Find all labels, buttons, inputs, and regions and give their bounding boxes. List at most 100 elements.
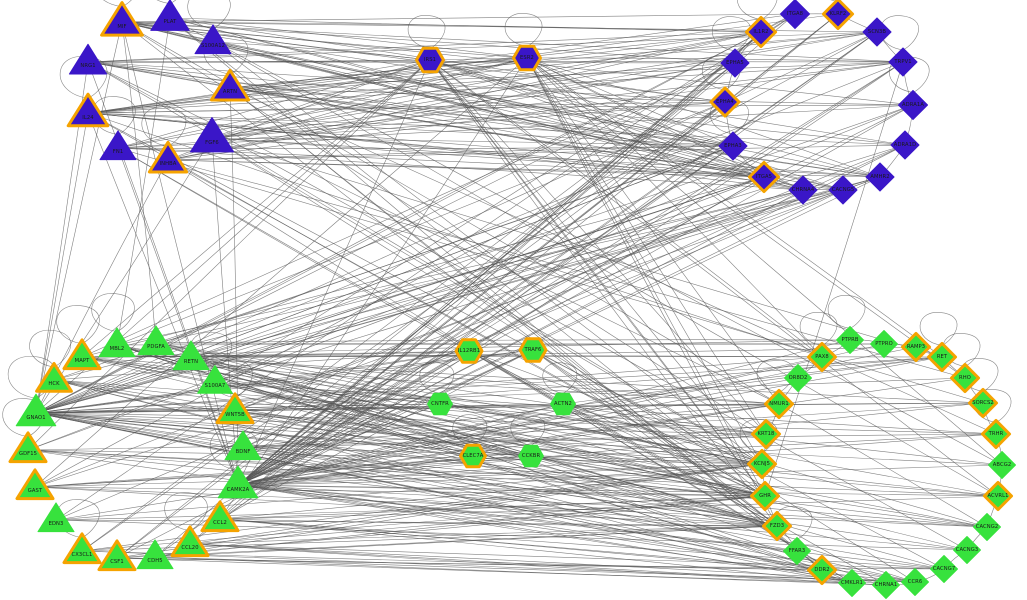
graph-node[interactable] [170, 525, 210, 558]
node-glyph-triangle[interactable] [37, 502, 75, 533]
graph-node[interactable] [746, 448, 778, 480]
graph-node[interactable] [172, 340, 210, 371]
node-glyph-diamond[interactable] [718, 131, 748, 161]
graph-node[interactable] [952, 535, 982, 565]
graph-node[interactable] [427, 392, 453, 416]
graph-node[interactable] [744, 15, 778, 49]
node-glyph-hexagon[interactable] [414, 46, 446, 74]
graph-node[interactable] [747, 160, 781, 194]
node-glyph-triangle[interactable] [100, 1, 144, 37]
node-glyph-diamond[interactable] [747, 160, 781, 194]
graph-node[interactable] [835, 325, 865, 355]
node-glyph-triangle[interactable] [150, 0, 190, 31]
graph-node[interactable] [862, 17, 892, 47]
node-glyph-diamond[interactable] [835, 325, 865, 355]
node-glyph-triangle[interactable] [66, 92, 110, 128]
graph-node[interactable] [550, 392, 576, 416]
node-glyph-triangle[interactable] [136, 539, 174, 570]
graph-node[interactable] [454, 338, 484, 364]
graph-node[interactable] [900, 331, 932, 363]
node-glyph-diamond[interactable] [763, 388, 795, 420]
graph-node[interactable] [35, 361, 73, 393]
graph-node[interactable] [189, 116, 235, 153]
node-glyph-triangle[interactable] [15, 468, 55, 501]
node-glyph-diamond[interactable] [890, 130, 920, 160]
graph-node[interactable] [967, 387, 999, 419]
graph-node[interactable] [518, 337, 548, 363]
graph-node[interactable] [62, 532, 102, 565]
node-glyph-triangle[interactable] [189, 116, 235, 153]
node-glyph-diamond[interactable] [972, 512, 1002, 542]
node-glyph-diamond[interactable] [900, 567, 930, 597]
node-glyph-triangle[interactable] [215, 392, 255, 425]
node-glyph-hexagon[interactable] [518, 444, 544, 468]
graph-node[interactable] [8, 431, 48, 464]
node-glyph-triangle[interactable] [8, 431, 48, 464]
node-glyph-triangle[interactable] [194, 24, 232, 55]
graph-node[interactable] [209, 68, 251, 102]
node-glyph-hexagon[interactable] [511, 44, 543, 72]
graph-node[interactable] [788, 175, 818, 205]
graph-node[interactable] [414, 46, 446, 74]
graph-node[interactable] [782, 536, 812, 566]
node-glyph-hexagon[interactable] [550, 392, 576, 416]
node-glyph-diamond[interactable] [865, 162, 895, 192]
graph-node[interactable] [987, 450, 1017, 480]
node-glyph-diamond[interactable] [929, 554, 959, 584]
node-glyph-diamond[interactable] [837, 568, 867, 598]
graph-node[interactable] [806, 554, 838, 586]
node-glyph-triangle[interactable] [62, 338, 102, 371]
graph-node[interactable] [980, 418, 1012, 450]
graph-node[interactable] [806, 341, 838, 373]
graph-node[interactable] [865, 162, 895, 192]
node-glyph-diamond[interactable] [900, 331, 932, 363]
node-glyph-hexagon[interactable] [454, 338, 484, 364]
graph-node[interactable] [718, 131, 748, 161]
node-glyph-triangle[interactable] [35, 361, 73, 393]
node-glyph-triangle[interactable] [217, 465, 259, 499]
graph-node[interactable] [217, 465, 259, 499]
node-glyph-triangle[interactable] [200, 500, 240, 533]
graph-node[interactable] [37, 502, 75, 533]
graph-node[interactable] [761, 510, 793, 542]
graph-node[interactable] [215, 392, 255, 425]
graph-node[interactable] [900, 567, 930, 597]
graph-node[interactable] [720, 48, 750, 78]
graph-node[interactable] [763, 388, 795, 420]
graph-node[interactable] [750, 418, 782, 450]
node-glyph-hexagon[interactable] [427, 392, 453, 416]
graph-node[interactable] [150, 0, 190, 31]
graph-node[interactable] [147, 140, 189, 174]
node-glyph-diamond[interactable] [828, 175, 858, 205]
node-glyph-diamond[interactable] [782, 536, 812, 566]
node-glyph-triangle[interactable] [15, 393, 57, 427]
node-glyph-diamond[interactable] [709, 86, 741, 118]
graph-node[interactable] [982, 480, 1014, 512]
node-glyph-triangle[interactable] [170, 525, 210, 558]
node-glyph-diamond[interactable] [788, 175, 818, 205]
graph-node[interactable] [779, 0, 811, 30]
graph-node[interactable] [518, 444, 544, 468]
graph-node[interactable] [837, 568, 867, 598]
graph-node[interactable] [137, 325, 175, 356]
graph-node[interactable] [929, 554, 959, 584]
graph-node[interactable] [100, 1, 144, 37]
graph-node[interactable] [871, 570, 901, 600]
node-glyph-diamond[interactable] [980, 418, 1012, 450]
graph-node[interactable] [869, 329, 899, 359]
graph-node[interactable] [821, 0, 855, 31]
graph-node[interactable] [709, 86, 741, 118]
graph-node[interactable] [15, 393, 57, 427]
graph-node[interactable] [890, 130, 920, 160]
graph-node[interactable] [972, 512, 1002, 542]
node-glyph-diamond[interactable] [779, 0, 811, 30]
node-glyph-diamond[interactable] [821, 0, 855, 31]
node-glyph-triangle[interactable] [98, 327, 136, 358]
graph-node[interactable] [62, 338, 102, 371]
node-glyph-hexagon[interactable] [459, 443, 487, 469]
node-glyph-diamond[interactable] [862, 17, 892, 47]
graph-node[interactable] [194, 24, 232, 55]
node-glyph-diamond[interactable] [987, 450, 1017, 480]
node-glyph-diamond[interactable] [783, 363, 813, 393]
